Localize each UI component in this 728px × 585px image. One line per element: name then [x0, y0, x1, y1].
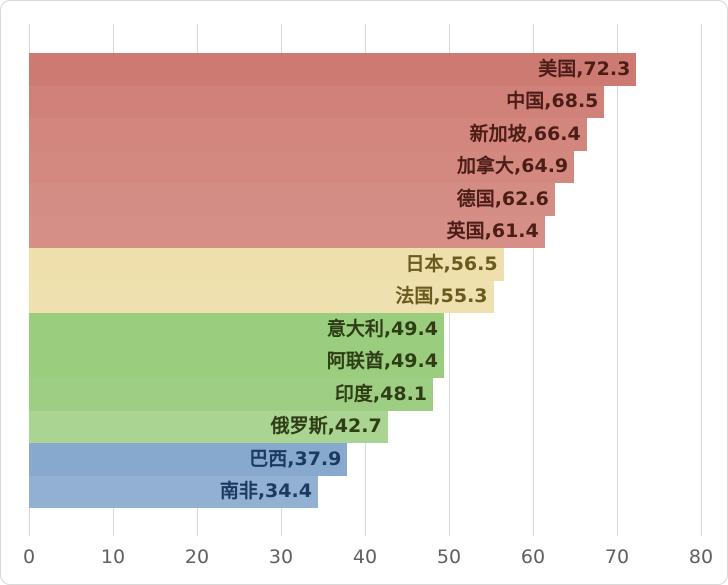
x-axis-tick-label: 80	[688, 546, 714, 568]
bar-9: 意大利,49.4	[29, 313, 444, 346]
bar-data-label: 巴西,37.9	[249, 447, 342, 470]
gridline	[616, 24, 618, 536]
bar-12: 俄罗斯,42.7	[29, 410, 388, 443]
bar-data-label: 法国,55.3	[395, 285, 488, 308]
bar-data-label: 美国,72.3	[538, 57, 631, 80]
x-axis-tick-label: 50	[436, 546, 462, 568]
bar-10: 阿联酋,49.4	[29, 345, 444, 378]
bar-data-label: 印度,48.1	[334, 382, 428, 405]
bar-5: 德国,62.6	[29, 183, 555, 216]
bar-13: 巴西,37.9	[29, 443, 348, 476]
x-axis-tick-label: 10	[100, 546, 126, 568]
bar-data-label: 阿联酋,49.4	[326, 350, 438, 373]
bar-data-label: 意大利,49.4	[326, 317, 438, 340]
x-axis-tick-label: 60	[520, 546, 546, 568]
bar-11: 印度,48.1	[29, 378, 434, 411]
bar-6: 英国,61.4	[29, 215, 545, 248]
x-axis-tick-label: 70	[604, 546, 630, 568]
bar-4: 加拿大,64.9	[29, 150, 575, 183]
bar-14: 南非,34.4	[29, 475, 318, 508]
bar-7: 日本,56.5	[29, 248, 504, 281]
bar-data-label: 俄罗斯,42.7	[270, 415, 382, 438]
x-axis-tick-label: 0	[22, 546, 36, 568]
x-axis-tick-label: 30	[268, 546, 294, 568]
gridline	[700, 24, 702, 536]
bar-data-label: 中国,68.5	[506, 90, 599, 113]
x-axis-tick-label: 40	[352, 546, 378, 568]
bar-data-label: 南非,34.4	[219, 480, 312, 503]
bar-1: 美国,72.3	[29, 53, 637, 86]
bar-data-label: 德国,62.6	[456, 187, 549, 210]
bar-3: 新加坡,66.4	[29, 118, 587, 151]
gridline	[532, 24, 534, 536]
bar-2: 中国,68.5	[29, 85, 605, 118]
bar-8: 法国,55.3	[29, 280, 494, 313]
x-axis-tick-label: 20	[184, 546, 210, 568]
bar-data-label: 英国,61.4	[446, 220, 539, 243]
bar-data-label: 新加坡,66.4	[469, 122, 581, 145]
bar-data-label: 加拿大,64.9	[457, 155, 569, 178]
bar-data-label: 日本,56.5	[405, 252, 498, 275]
